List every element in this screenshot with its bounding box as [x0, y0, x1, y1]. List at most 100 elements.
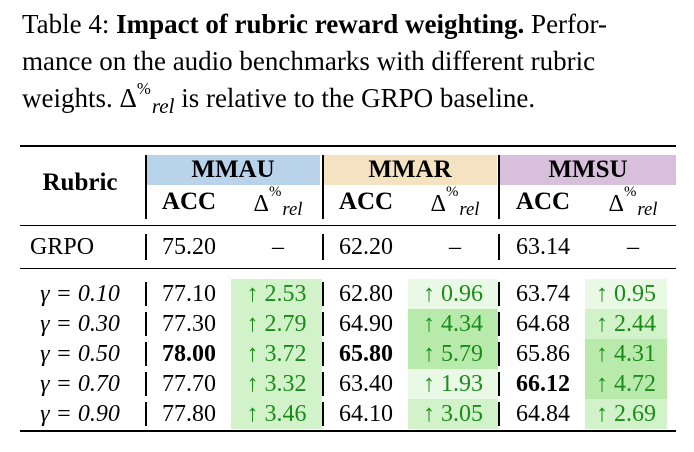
delta-shade: [585, 279, 667, 309]
delta-cell: ↑ 5.79: [423, 340, 483, 367]
column-separator: [145, 312, 147, 336]
delta-shade: [231, 339, 322, 369]
delta-cell: ↑ 3.32: [246, 370, 307, 397]
delta-shade: [231, 399, 322, 429]
delta-shade: [585, 309, 667, 339]
mmau-header: MMAU: [191, 156, 275, 183]
baseline-label: GRPO: [30, 233, 95, 260]
mmar-delta-header: Δ% rel: [413, 184, 497, 221]
acc-cell: 64.10: [339, 400, 393, 427]
mmau-acc-header: ACC: [161, 188, 217, 215]
delta-symbol: Δ: [253, 190, 269, 217]
delta-subscript: rel: [459, 198, 480, 220]
acc-cell: 65.80: [339, 340, 393, 367]
caption-line-1: Table 4: Impact of rubric reward weighti…: [22, 6, 678, 43]
column-separator: [322, 234, 324, 260]
caption-prefix: Table 4:: [22, 9, 117, 39]
mmar-acc-header: ACC: [338, 188, 394, 215]
gamma-label: γ = 0.90: [40, 400, 120, 427]
acc-cell: 63.74: [516, 280, 570, 307]
table-caption: Table 4: Impact of rubric reward weighti…: [22, 6, 678, 120]
acc-cell: 64.90: [339, 310, 393, 337]
column-separator: [322, 342, 324, 366]
delta-symbol: Δ: [119, 83, 137, 113]
delta-superscript: %: [445, 184, 459, 201]
baseline-rule: [20, 268, 676, 269]
gamma-label: γ = 0.30: [40, 310, 120, 337]
baseline-mmar-acc: 62.20: [339, 233, 393, 260]
column-separator: [145, 402, 147, 426]
acc-cell: 63.40: [339, 370, 393, 397]
delta-shade: [231, 309, 322, 339]
delta-subscript: rel: [151, 94, 175, 119]
delta-shade: [408, 369, 498, 399]
acc-cell: 64.84: [516, 400, 570, 427]
column-separator: [145, 342, 147, 366]
column-separator: [322, 282, 324, 306]
mmau-delta-header: Δ% rel: [236, 184, 320, 221]
delta-cell: ↑ 2.44: [596, 310, 656, 337]
rubric-header: Rubric: [42, 169, 118, 196]
acc-cell: 77.30: [162, 310, 216, 337]
column-separator: [498, 155, 500, 219]
delta-shade: [231, 279, 322, 309]
caption-line-3: weights. Δ%rel is relative to the GRPO b…: [22, 79, 678, 120]
delta-superscript: %: [623, 184, 637, 201]
mmau-header-bg: [146, 155, 320, 185]
mmsu-acc-header: ACC: [515, 188, 571, 215]
baseline-mmsu-acc: 63.14: [516, 233, 570, 260]
delta-subscript: rel: [282, 198, 303, 220]
delta-shade: [585, 339, 667, 369]
caption-text: Perfor-: [524, 9, 607, 39]
delta-superscript: %: [136, 79, 151, 99]
baseline-mmar-delta: –: [449, 233, 461, 260]
delta-shade: [585, 399, 667, 429]
bottom-rule: [20, 430, 676, 432]
mmsu-delta-header: Δ% rel: [590, 184, 676, 221]
acc-cell: 62.80: [339, 280, 393, 307]
acc-cell: 78.00: [162, 340, 216, 367]
delta-shade: [408, 279, 498, 309]
column-separator: [322, 312, 324, 336]
acc-cell: 77.10: [162, 280, 216, 307]
delta-cell: ↑ 1.93: [423, 370, 483, 397]
gamma-label: γ = 0.70: [40, 370, 120, 397]
delta-cell: ↑ 4.34: [423, 310, 483, 337]
delta-cell: ↑ 3.72: [246, 340, 307, 367]
delta-cell: ↑ 4.72: [596, 370, 656, 397]
delta-cell: ↑ 0.95: [596, 280, 656, 307]
column-separator: [498, 234, 500, 260]
column-separator: [498, 372, 500, 396]
delta-cell: ↑ 3.46: [246, 400, 307, 427]
baseline-mmau-acc: 75.20: [162, 233, 216, 260]
delta-shade: [408, 309, 498, 339]
mmsu-header: MMSU: [548, 156, 628, 183]
column-separator: [322, 155, 324, 219]
column-separator: [145, 155, 147, 219]
column-separator: [498, 282, 500, 306]
delta-cell: ↑ 3.05: [423, 400, 483, 427]
mmsu-header-bg: [500, 155, 676, 185]
header-rule: [20, 225, 676, 226]
column-separator: [145, 234, 147, 260]
acc-cell: 65.86: [516, 340, 570, 367]
delta-shade: [231, 369, 322, 399]
delta-cell: ↑ 4.31: [596, 340, 656, 367]
column-separator: [498, 342, 500, 366]
delta-shade: [408, 399, 498, 429]
caption-line-2: mance on the audio benchmarks with diffe…: [22, 46, 596, 76]
column-separator: [322, 372, 324, 396]
acc-cell: 77.80: [162, 400, 216, 427]
acc-cell: 64.68: [516, 310, 570, 337]
delta-cell: ↑ 2.53: [246, 280, 307, 307]
acc-cell: 77.70: [162, 370, 216, 397]
baseline-mmau-delta: –: [272, 233, 284, 260]
caption-text: weights.: [22, 83, 120, 113]
delta-subscript: rel: [637, 198, 658, 220]
delta-symbol: Δ: [430, 190, 446, 217]
column-separator: [322, 402, 324, 426]
gamma-label: γ = 0.50: [40, 340, 120, 367]
delta-symbol: Δ: [608, 190, 624, 217]
top-rule: [20, 145, 676, 147]
delta-shade: [585, 369, 667, 399]
